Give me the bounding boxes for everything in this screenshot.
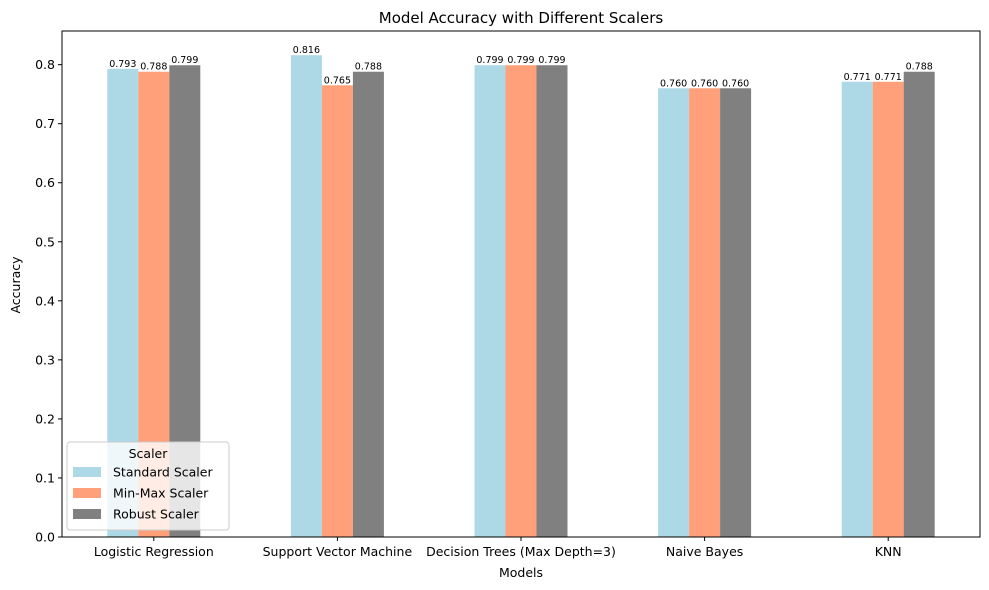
y-tick-label: 0.5 (35, 234, 55, 249)
data-label: 0.760 (691, 78, 718, 89)
data-label: 0.788 (140, 62, 167, 73)
x-tick-label: Naive Bayes (666, 544, 743, 559)
data-label: 0.760 (722, 78, 749, 89)
chart-title: Model Accuracy with Different Scalers (379, 9, 664, 27)
bar (290, 55, 322, 537)
bar (903, 71, 935, 537)
bar (536, 65, 568, 537)
data-label: 0.760 (660, 78, 687, 89)
legend-title: Scaler (129, 446, 169, 461)
bar (841, 81, 873, 537)
bar (872, 81, 904, 537)
y-tick-label: 0.8 (35, 57, 55, 72)
data-label: 0.793 (109, 59, 136, 70)
legend-entry: Robust Scaler (113, 507, 200, 522)
legend-swatch (73, 509, 101, 519)
y-tick-label: 0.3 (35, 352, 55, 367)
bar (321, 85, 353, 538)
y-tick-label: 0.0 (35, 530, 55, 545)
y-tick-label: 0.1 (35, 470, 55, 485)
bar (658, 88, 690, 537)
y-tick-label: 0.6 (35, 175, 55, 190)
x-tick-label: Decision Trees (Max Depth=3) (426, 544, 616, 559)
bar (689, 88, 721, 537)
y-tick-label: 0.4 (35, 293, 55, 308)
data-label: 0.816 (293, 45, 320, 56)
data-label: 0.765 (324, 75, 351, 86)
data-label: 0.799 (171, 55, 198, 66)
bar (505, 65, 537, 537)
data-label: 0.771 (875, 72, 902, 83)
bar (352, 71, 384, 537)
data-label: 0.771 (844, 72, 871, 83)
y-tick-label: 0.2 (35, 411, 55, 426)
bar (474, 65, 506, 537)
legend-box (66, 441, 230, 531)
data-label: 0.788 (355, 62, 382, 73)
y-tick-label: 0.7 (35, 116, 55, 131)
legend-entry: Min-Max Scaler (113, 486, 209, 501)
legend-entry: Standard Scaler (113, 465, 213, 480)
x-tick-label: Logistic Regression (94, 544, 214, 559)
data-label: 0.788 (906, 62, 933, 73)
data-label: 0.799 (538, 55, 565, 66)
y-axis-label: Accuracy (8, 256, 23, 314)
x-tick-label: Support Vector Machine (263, 544, 413, 559)
data-label: 0.799 (476, 55, 503, 66)
plot-area: 0.793 0.816 0.799 0.760 0.771 0.788 0.765 0.799… (35, 30, 981, 559)
data-label: 0.799 (507, 55, 534, 66)
legend-swatch (73, 488, 101, 498)
x-axis-label: Models (499, 565, 543, 580)
bar (720, 88, 752, 537)
x-tick-label: KNN (875, 544, 902, 559)
legend-swatch (73, 467, 101, 477)
legend: Scaler Standard Scaler Min-Max Scaler Robu… (66, 441, 230, 531)
